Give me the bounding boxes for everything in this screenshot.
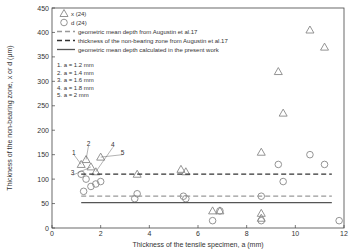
x-tick — [52, 225, 53, 228]
x-tick-label: 0 — [50, 230, 54, 237]
legend-label: geometric mean depth from Augustin et al… — [78, 29, 198, 35]
point — [279, 109, 287, 116]
x-tick — [344, 225, 345, 228]
point — [209, 217, 216, 224]
point — [77, 160, 85, 167]
point — [306, 26, 314, 33]
point — [87, 163, 95, 170]
y-tick-label: 200 — [37, 127, 49, 134]
legend-swatch — [60, 10, 68, 17]
leader-line — [96, 147, 113, 171]
note: 2. a = 1.4 mm — [57, 70, 94, 76]
y-tick — [52, 203, 55, 204]
legend-swatch — [57, 40, 75, 41]
point — [275, 161, 282, 168]
y-tick-label: 250 — [37, 102, 49, 109]
point-label: 5 — [121, 149, 125, 156]
point — [83, 176, 90, 183]
legend-swatch — [61, 19, 68, 26]
y-tick-label: 50 — [41, 200, 49, 207]
y-tick — [52, 81, 55, 82]
point-label: 2 — [87, 140, 91, 147]
y-tick — [52, 56, 55, 57]
x-tick-label: 4 — [147, 230, 151, 237]
note: 5. a = 2 mm — [57, 92, 89, 98]
plot-area — [77, 26, 342, 224]
point — [258, 217, 265, 224]
y-axis-title: Thickness of the non-bearing zone, x or … — [6, 45, 14, 190]
point — [257, 148, 265, 155]
x-tick-label: 10 — [291, 230, 299, 237]
legend-label: geometric mean depth calculated in the p… — [78, 47, 220, 53]
y-tick-label: 450 — [37, 5, 49, 12]
leader-line — [86, 146, 88, 160]
point — [97, 178, 104, 185]
y-tick-label: 0 — [45, 225, 49, 232]
leader-line — [73, 167, 91, 175]
point — [217, 208, 224, 215]
y-tick — [52, 130, 55, 131]
y-tick-label: 350 — [37, 53, 49, 60]
note: 1. a = 1.2 mm — [57, 62, 94, 68]
point — [307, 151, 314, 158]
point-label: 4 — [111, 141, 115, 148]
point — [280, 178, 287, 185]
point — [336, 217, 343, 224]
point-label: 3 — [71, 169, 75, 176]
x-tick-label: 8 — [245, 230, 249, 237]
point — [321, 161, 328, 168]
legend-swatch — [57, 49, 75, 50]
x-tick — [198, 225, 199, 228]
x-tick-label: 6 — [196, 230, 200, 237]
x-tick — [295, 225, 296, 228]
note: 4. a = 1.8 mm — [57, 85, 94, 91]
leader-line — [101, 155, 123, 157]
y-tick — [52, 154, 55, 155]
y-tick — [52, 179, 55, 180]
y-tick — [52, 32, 55, 33]
y-tick — [52, 228, 55, 229]
point — [321, 43, 329, 50]
point — [80, 188, 87, 195]
point — [274, 68, 282, 75]
point — [257, 209, 265, 216]
x-tick-label: 2 — [99, 230, 103, 237]
note: 3. a = 1.6 mm — [57, 77, 94, 83]
y-tick-label: 150 — [37, 151, 49, 158]
plot-frame — [52, 8, 344, 228]
reference-line — [81, 202, 332, 203]
x-tick — [100, 225, 101, 228]
chart: 024681012050100150200250300350400450Thic… — [0, 0, 363, 250]
point — [216, 207, 224, 214]
y-tick — [52, 8, 55, 9]
legend-label: d (24) — [71, 20, 87, 26]
x-tick-label: 12 — [340, 230, 348, 237]
point — [209, 207, 217, 214]
x-axis-title: Thickness of the tensile specimen, a (mm… — [132, 241, 263, 249]
point-label: 1 — [72, 149, 76, 156]
legend-label: x (24) — [71, 11, 86, 17]
y-tick — [52, 105, 55, 106]
x-tick — [149, 225, 150, 228]
leader-line — [74, 155, 81, 165]
y-tick-label: 300 — [37, 78, 49, 85]
reference-line — [81, 174, 332, 175]
legend-label: thickness of the non-bearing zone from A… — [78, 38, 228, 44]
y-tick-label: 400 — [37, 29, 49, 36]
legend-swatch — [57, 31, 75, 32]
y-tick-label: 100 — [37, 176, 49, 183]
reference-line — [81, 196, 332, 197]
x-tick — [246, 225, 247, 228]
